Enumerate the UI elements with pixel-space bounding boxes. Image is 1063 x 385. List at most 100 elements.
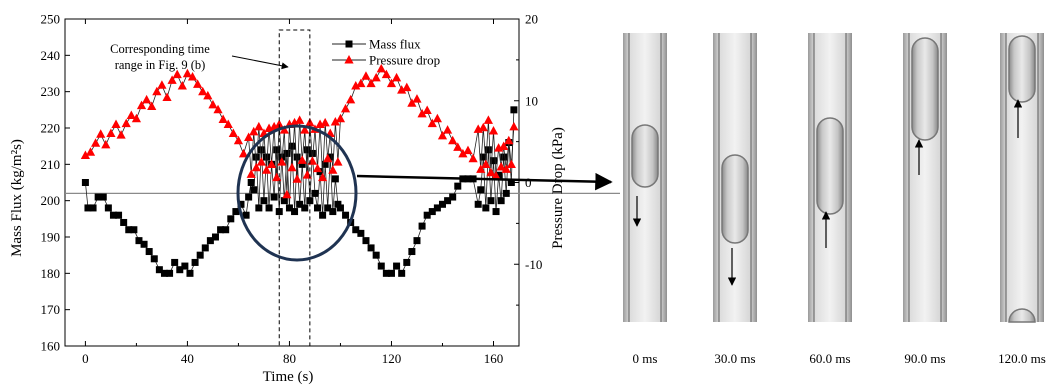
mass-flux-point xyxy=(413,237,421,245)
mass-flux-point xyxy=(140,240,148,248)
pressure-drop-point xyxy=(448,135,458,145)
mass-flux-point xyxy=(324,204,332,212)
y-tick-label: 250 xyxy=(41,12,61,27)
pressure-drop-point xyxy=(297,155,307,164)
pressure-drop-point xyxy=(346,94,356,104)
mass-flux-point xyxy=(115,211,123,219)
pressure-drop-point xyxy=(328,165,338,174)
pressure-drop-point xyxy=(213,104,223,114)
pressure-drop-point xyxy=(371,72,381,82)
mass-flux-point xyxy=(196,251,204,259)
pressure-drop-point xyxy=(504,135,514,145)
pressure-drop-point xyxy=(412,94,422,103)
y-tick-label: 170 xyxy=(41,302,61,317)
video-frames: 0 ms 30.0 ms 60.0 ms 90.0 ms 120.0 ms xyxy=(623,33,1046,366)
mass-flux-point xyxy=(433,204,441,212)
pressure-drop-point xyxy=(323,153,333,163)
pressure-drop-point xyxy=(312,163,323,173)
mass-flux-point xyxy=(245,193,253,201)
mass-flux-point xyxy=(502,189,510,197)
mass-flux-point xyxy=(352,226,360,234)
pressure-drop-point xyxy=(172,69,182,79)
pressure-drop-point xyxy=(256,157,266,166)
y-tick-label: 190 xyxy=(41,230,61,245)
mass-flux-point xyxy=(89,204,97,212)
time-range-dashed-box xyxy=(278,29,311,347)
pressure-drop-point xyxy=(116,130,126,139)
mass-flux-point xyxy=(252,153,260,161)
mass-flux-point xyxy=(280,197,288,205)
mass-flux-point xyxy=(155,266,163,274)
pressure-drop-point xyxy=(203,90,213,100)
mass-flux-point xyxy=(176,266,184,274)
mass-flux-point xyxy=(104,204,112,212)
pressure-drop-point xyxy=(223,119,233,128)
pressure-drop-point xyxy=(106,128,116,137)
pressure-drop-point xyxy=(279,125,289,134)
y-tick-label: 220 xyxy=(41,121,61,136)
pressure-drop-point xyxy=(277,157,287,166)
pressure-drop-point xyxy=(427,118,437,128)
y-tick-label: 210 xyxy=(41,157,61,172)
mass-flux-point xyxy=(423,211,431,219)
mass-flux-point xyxy=(510,106,518,114)
mass-flux-point xyxy=(285,204,293,212)
pressure-drop-point xyxy=(397,85,407,94)
mass-flux-point xyxy=(387,269,395,277)
mass-flux-point xyxy=(321,160,329,168)
y2-tick-label: 0 xyxy=(525,175,532,190)
mass-flux-point xyxy=(181,262,189,270)
pressure-drop-point xyxy=(453,142,463,151)
pressure-drop-point xyxy=(289,117,300,127)
mass-flux-point xyxy=(479,153,487,161)
mass-flux-point xyxy=(342,211,350,219)
legend-label: Mass flux xyxy=(369,37,421,52)
pressure-drop-point xyxy=(249,126,259,136)
legend-marker-triangle xyxy=(344,55,354,64)
mass-flux-point xyxy=(444,197,452,205)
pressure-drop-point xyxy=(483,115,493,124)
pressure-drop-point xyxy=(254,121,264,131)
pressure-drop-point xyxy=(302,170,312,179)
mass-flux-point xyxy=(125,226,133,234)
annotation-line-1: Corresponding time xyxy=(110,42,210,56)
mass-flux-point xyxy=(438,200,446,208)
pressure-drop-point xyxy=(381,69,391,79)
mass-flux-point xyxy=(398,269,406,277)
pressure-drop-point xyxy=(478,122,488,132)
pressure-drop-point xyxy=(295,115,305,124)
y-tick-label: 230 xyxy=(41,84,61,99)
mass-flux-point xyxy=(109,211,117,219)
mass-flux-point xyxy=(474,200,482,208)
frame-time-label: 120.0 ms xyxy=(998,351,1046,366)
mass-flux-point xyxy=(232,208,240,216)
y-tick-label: 240 xyxy=(41,48,61,63)
taylor-bubble xyxy=(721,154,749,244)
mass-flux-point xyxy=(201,244,209,252)
pressure-drop-point xyxy=(126,110,136,119)
mass-flux-point xyxy=(303,146,311,154)
pressure-drop-point xyxy=(496,161,506,171)
mass-flux-point xyxy=(186,269,194,277)
taylor-bubble xyxy=(631,124,659,188)
mass-flux-point xyxy=(255,204,263,212)
pressure-drop-point xyxy=(422,105,432,115)
mass-flux-point xyxy=(288,142,296,150)
pressure-drop-point xyxy=(111,119,121,128)
taylor-bubble xyxy=(911,37,939,141)
mass-flux-point xyxy=(477,186,485,194)
pressure-drop-point xyxy=(269,121,279,131)
mass-flux-point xyxy=(326,153,334,161)
mass-flux-point xyxy=(487,197,495,205)
pressure-drop-point xyxy=(356,78,366,88)
mass-flux-point xyxy=(265,204,273,212)
mass-flux-point xyxy=(260,197,268,205)
mass-flux-point xyxy=(94,193,102,201)
mass-flux-point xyxy=(270,193,278,201)
mass-flux-point xyxy=(418,222,426,230)
pressure-drop-point xyxy=(282,189,292,199)
mass-flux-point xyxy=(84,204,92,212)
mass-flux-point xyxy=(489,157,497,165)
y2-tick-label: -10 xyxy=(525,257,542,272)
mass-flux-point xyxy=(377,262,385,270)
